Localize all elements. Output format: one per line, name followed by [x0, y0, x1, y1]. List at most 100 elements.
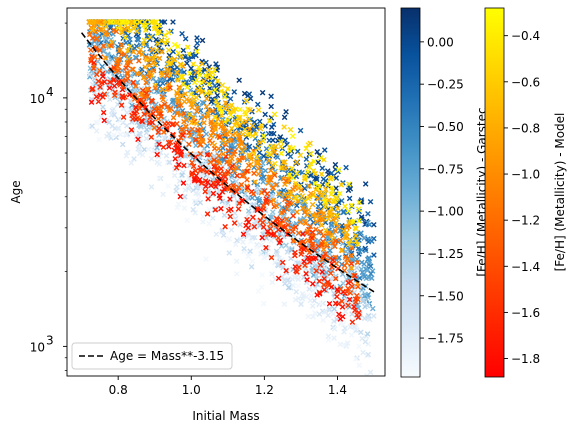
- data-point-garstec: [269, 193, 276, 199]
- data-point-model: [177, 85, 183, 92]
- data-point-garstec: [261, 254, 268, 261]
- data-point-garstec: [284, 249, 291, 255]
- data-point-garstec: [129, 102, 135, 109]
- data-point-model: [353, 233, 359, 239]
- data-point-model: [183, 123, 189, 130]
- data-point-model: [250, 214, 256, 221]
- colorbar-model-label: [Fe/H] (Metallicity) - Model: [553, 113, 567, 272]
- data-point-model: [151, 23, 158, 29]
- data-point-model: [194, 120, 200, 127]
- data-point-model: [273, 215, 280, 222]
- data-point-model: [158, 107, 164, 113]
- data-point-model: [326, 197, 332, 204]
- data-point-garstec: [164, 159, 171, 166]
- data-point-model: [216, 104, 223, 111]
- data-point-model: [197, 133, 203, 140]
- data-point-garstec: [325, 333, 332, 340]
- data-point-garstec: [281, 277, 288, 284]
- data-point-model: [316, 183, 323, 190]
- data-point-model: [312, 180, 319, 187]
- data-point-garstec: [326, 307, 333, 313]
- data-point-model: [244, 131, 250, 138]
- data-point-garstec: [269, 214, 275, 220]
- data-point-model: [116, 47, 122, 54]
- data-point-model: [302, 262, 308, 269]
- data-point-model: [107, 79, 113, 85]
- data-point-garstec: [99, 63, 106, 70]
- data-point-model: [233, 119, 240, 125]
- data-point-model: [287, 190, 294, 197]
- data-point-model: [155, 40, 161, 47]
- data-point-model: [242, 109, 248, 115]
- data-point-garstec: [254, 101, 261, 108]
- data-point-model: [192, 168, 199, 174]
- data-point-garstec: [148, 184, 155, 190]
- data-point-garstec: [170, 48, 176, 55]
- data-point-model: [202, 72, 208, 79]
- data-point-model: [294, 269, 300, 275]
- data-point-garstec: [149, 134, 156, 141]
- data-point-garstec: [304, 183, 311, 189]
- data-point-model: [348, 260, 355, 267]
- data-point-model: [320, 253, 327, 260]
- data-point-garstec: [328, 221, 335, 228]
- data-point-garstec: [361, 234, 368, 241]
- data-point-model: [221, 186, 227, 192]
- data-point-model: [174, 110, 181, 116]
- data-point-model: [280, 159, 286, 166]
- data-point-garstec: [359, 282, 365, 289]
- data-point-model: [264, 191, 270, 197]
- data-point-model: [289, 165, 295, 172]
- data-point-model: [219, 180, 226, 186]
- data-point-model: [206, 90, 213, 96]
- data-point-model: [174, 98, 181, 104]
- data-point-model: [303, 270, 309, 277]
- data-point-model: [230, 132, 236, 138]
- data-point-model: [222, 100, 229, 106]
- data-point-model: [177, 111, 184, 118]
- data-point-garstec: [351, 324, 358, 330]
- data-point-model: [106, 85, 113, 91]
- data-point-model: [208, 118, 214, 125]
- data-point-garstec: [298, 301, 304, 308]
- data-point-model: [151, 124, 158, 131]
- data-point-garstec: [95, 119, 102, 126]
- data-point-model: [111, 83, 118, 89]
- data-point-model: [88, 47, 94, 53]
- data-point-garstec: [371, 252, 377, 258]
- data-point-model: [178, 126, 185, 133]
- data-point-model: [317, 155, 324, 161]
- data-point-model: [328, 185, 335, 191]
- legend-box: [71, 342, 233, 370]
- data-point-model: [97, 26, 103, 33]
- data-point-garstec: [332, 161, 339, 168]
- data-point-model: [188, 91, 194, 97]
- x-tick-label: 1.4: [328, 383, 347, 397]
- data-point-garstec: [292, 296, 299, 303]
- data-point-garstec: [169, 77, 176, 83]
- data-point-garstec: [115, 125, 122, 132]
- data-point-garstec: [159, 80, 166, 87]
- data-point-model: [321, 210, 327, 216]
- data-point-garstec: [309, 265, 316, 271]
- data-point-model: [353, 238, 360, 244]
- data-point-model: [305, 207, 312, 213]
- data-point-garstec: [134, 79, 141, 86]
- data-point-model: [152, 85, 159, 91]
- data-point-garstec: [346, 195, 353, 202]
- y-tick-exponent: 3: [46, 333, 54, 347]
- data-point-model: [309, 229, 316, 236]
- data-point-model: [196, 71, 203, 78]
- data-point-garstec: [367, 263, 374, 269]
- data-point-model: [251, 223, 258, 230]
- data-point-model: [332, 275, 339, 282]
- data-point-garstec: [297, 260, 303, 266]
- data-point-model: [236, 157, 243, 163]
- data-point-model: [273, 203, 280, 209]
- data-point-model: [283, 267, 289, 274]
- data-point-model: [312, 255, 319, 261]
- data-point-model: [147, 34, 154, 41]
- data-point-model: [354, 241, 361, 248]
- data-point-garstec: [358, 230, 364, 236]
- data-point-model: [175, 43, 181, 50]
